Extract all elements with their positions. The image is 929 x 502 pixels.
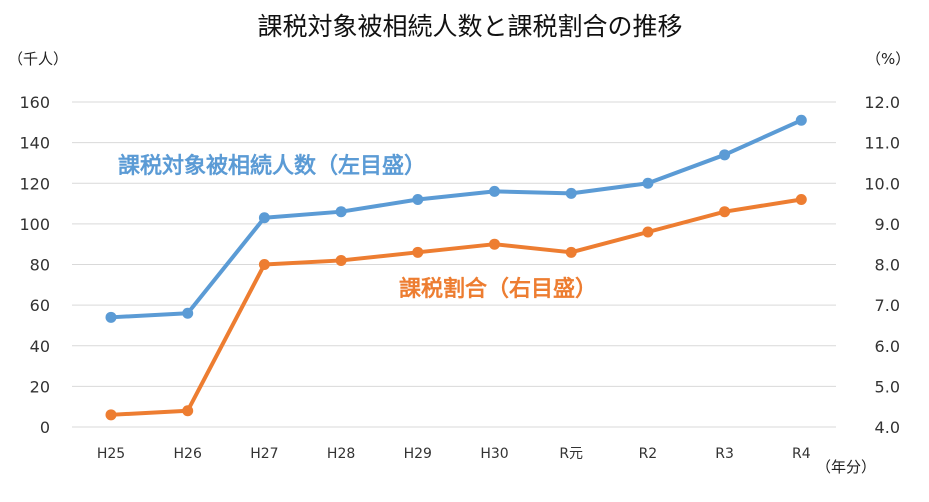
data-point (795, 114, 807, 126)
data-point (719, 149, 731, 161)
right-tick-label: 9.0 (875, 215, 900, 234)
x-tick-label: H26 (174, 446, 202, 462)
data-point (258, 212, 270, 224)
x-axis-ticks: H25 H26 H27 H28 H29 H30 R元 R2 R3 R4 (97, 446, 811, 462)
left-tick-label: 20 (30, 377, 50, 396)
data-point (105, 311, 117, 323)
x-tick-label: H29 (404, 446, 432, 462)
x-tick-label: H25 (97, 446, 125, 462)
data-point (105, 409, 117, 421)
data-point (489, 185, 500, 197)
series-label-count: 課税対象被相続人数（左目盛） (118, 153, 426, 179)
right-tick-label: 6.0 (875, 337, 900, 356)
right-axis-unit: （%） (866, 50, 910, 68)
data-point (719, 206, 731, 218)
right-tick-label: 8.0 (875, 256, 900, 275)
data-point (795, 194, 807, 205)
x-tick-label: H28 (327, 446, 355, 462)
series-line-1 (110, 197, 802, 417)
chart-title: 課税対象被相続人数と課税割合の推移 (257, 12, 682, 41)
right-tick-label: 7.0 (875, 296, 900, 315)
x-tick-label: R3 (715, 446, 734, 462)
right-tick-label: 12.0 (864, 93, 900, 112)
x-tick-label: R元 (559, 446, 583, 462)
data-point (335, 206, 347, 218)
x-axis-unit: （年分） (816, 458, 876, 476)
left-tick-label: 40 (30, 337, 50, 356)
right-tick-label: 11.0 (864, 134, 900, 153)
left-tick-label: 160 (19, 93, 50, 112)
x-tick-label: R2 (639, 446, 658, 462)
right-tick-label: 5.0 (875, 377, 900, 396)
series-label-ratio: 課税割合（右目盛） (399, 276, 597, 302)
left-tick-label: 0 (40, 418, 50, 437)
right-axis-ticks: 4.0 5.0 6.0 7.0 8.0 9.0 10.0 11.0 12.0 (864, 93, 900, 437)
left-axis-ticks: 0 20 40 60 80 100 120 140 160 (19, 93, 50, 437)
series-line-0 (110, 118, 803, 320)
left-axis-unit: （千人） (8, 50, 68, 68)
data-point (258, 259, 270, 270)
data-point (182, 307, 194, 319)
x-tick-label: R4 (792, 446, 811, 462)
left-tick-label: 60 (30, 296, 50, 315)
x-tick-label: H30 (480, 446, 508, 462)
left-tick-label: 100 (19, 215, 50, 234)
data-point (565, 187, 577, 199)
data-point (412, 246, 424, 258)
series-layer (105, 114, 807, 421)
left-tick-label: 140 (19, 134, 50, 153)
left-tick-label: 80 (30, 256, 50, 275)
data-point (489, 238, 500, 250)
data-point (335, 254, 347, 266)
data-point (412, 194, 424, 205)
right-tick-label: 4.0 (875, 418, 900, 437)
data-point (182, 405, 194, 417)
data-point (642, 177, 654, 189)
data-point (642, 226, 654, 238)
right-tick-label: 10.0 (864, 174, 900, 193)
x-tick-label: H27 (250, 446, 278, 462)
data-point (565, 246, 577, 258)
left-tick-label: 120 (19, 174, 50, 193)
